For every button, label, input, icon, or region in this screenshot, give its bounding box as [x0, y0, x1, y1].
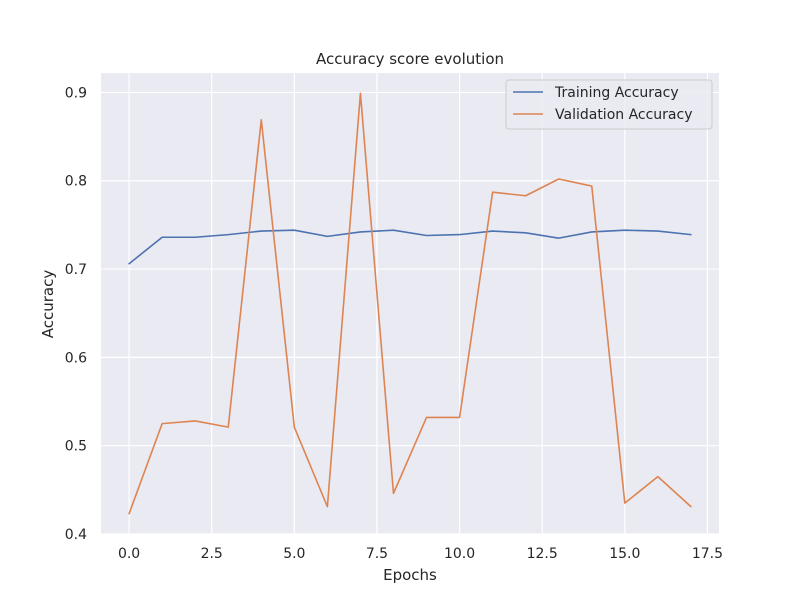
y-axis-label: Accuracy: [39, 270, 57, 339]
x-tick-label: 5.0: [283, 546, 305, 562]
y-tick-label: 0.5: [65, 439, 87, 455]
legend: Training Accuracy Validation Accuracy: [505, 79, 713, 130]
chart-title: Accuracy score evolution: [316, 50, 504, 68]
plot-area: [101, 73, 719, 534]
y-tick-label: 0.9: [65, 85, 87, 101]
x-axis-label: Epochs: [383, 566, 437, 584]
x-tick-label: 0.0: [118, 546, 140, 562]
x-tick-label: 17.5: [692, 546, 723, 562]
x-tick-label: 15.0: [609, 546, 640, 562]
legend-label-validation: Validation Accuracy: [555, 107, 693, 123]
x-tick-label: 10.0: [444, 546, 475, 562]
y-tick-label: 0.8: [65, 174, 87, 190]
x-tick-label: 7.5: [366, 546, 388, 562]
legend-box: [505, 79, 713, 130]
y-tick-label: 0.4: [65, 527, 87, 543]
legend-label-training: Training Accuracy: [554, 85, 679, 101]
x-tick-label: 12.5: [527, 546, 558, 562]
series-lines: [128, 92, 692, 515]
series-line-validation: [128, 92, 692, 515]
tick-labels: 0.0 2.5 5.0 7.5 10.0 12.5 15.0 17.5 0.4 0.5 0.6 0.7…: [65, 85, 723, 562]
y-tick-label: 0.7: [65, 262, 87, 278]
x-tick-label: 2.5: [201, 546, 223, 562]
y-tick-label: 0.6: [65, 350, 87, 366]
